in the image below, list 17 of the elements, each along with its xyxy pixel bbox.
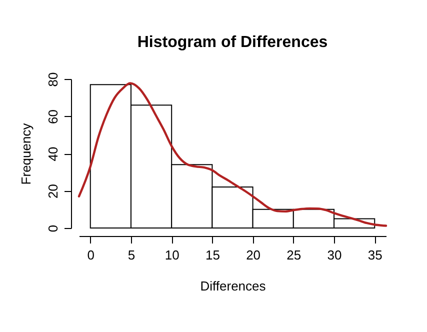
x-tick-label: 15 [205, 248, 220, 262]
chart-title: Histogram of Differences [137, 34, 328, 51]
x-tick-label: 10 [164, 248, 180, 262]
y-tick-label: 80 [46, 72, 60, 87]
y-tick-label: 0 [46, 224, 60, 232]
x-tick-label: 25 [286, 248, 302, 262]
x-tick-label: 20 [246, 248, 261, 262]
x-axis-title: Differences [200, 278, 266, 294]
y-axis-title: Frequency [18, 122, 34, 185]
x-tick-label: 30 [327, 248, 342, 262]
x-tick-label: 35 [368, 248, 382, 262]
x-tick-label: 0 [87, 248, 94, 262]
y-tick-label: 40 [46, 146, 60, 162]
y-tick-label: 60 [46, 110, 60, 124]
line-series [78, 82, 388, 227]
y-tick-label: 20 [46, 184, 60, 198]
x-tick-label: 5 [128, 248, 136, 262]
